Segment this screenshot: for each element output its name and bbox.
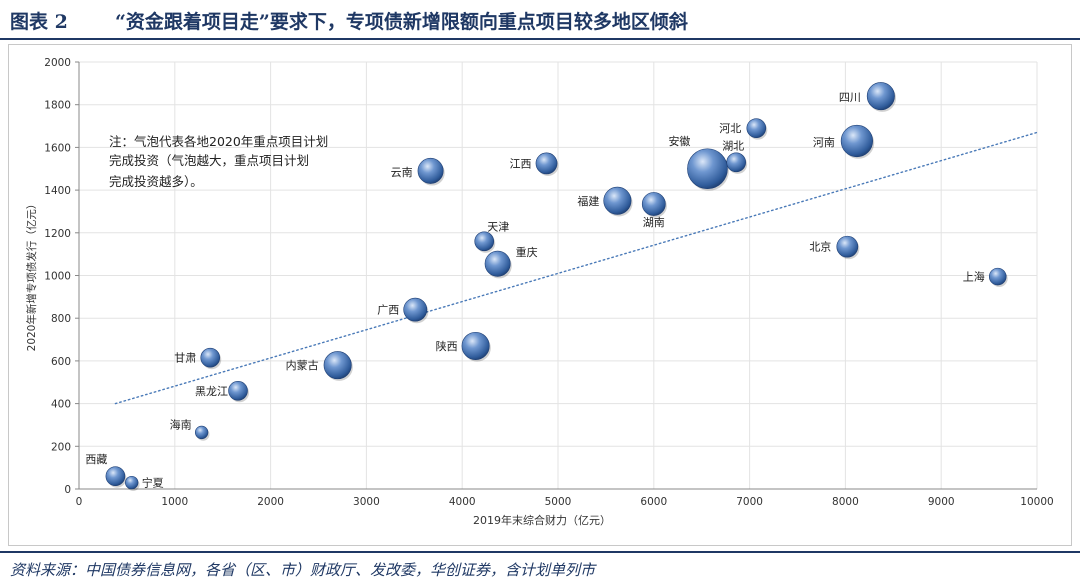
point-label: 重庆 [516,245,538,259]
x-tick-label: 8000 [832,496,859,508]
x-tick-label: 10000 [1020,496,1053,508]
figure-label: 图表 2 [10,11,68,33]
point-label: 四川 [839,91,861,104]
source-bar: 资料来源：中国债券信息网，各省（区、市）财政厅、发改委，华创证券，含计划单列市 [0,551,1080,586]
figure-title: “资金跟着项目走”要求下，专项债新增限额向重点项目较多地区倾斜 [115,11,688,33]
bubble-point [417,157,444,184]
point-label: 北京 [809,240,831,254]
bubble-point [403,297,428,322]
point-label: 黑龙江 [195,385,228,398]
bubble-point [105,466,126,486]
point-label: 云南 [391,166,413,179]
note-line-3: 完成投资越多）。 [109,174,203,189]
x-tick-label: 3000 [353,496,380,508]
x-axis-label: 2019年末综合财力（亿元） [473,513,611,527]
source-text: 资料来源：中国债券信息网，各省（区、市）财政厅、发改委，华创证券，含计划单列市 [10,561,596,579]
bubble-point [726,152,746,173]
y-axis-label: 2020年新增专项债发行（亿元） [25,199,38,352]
bubble-point [484,250,511,277]
bubble-point [194,425,209,440]
grid-layer [79,61,1038,489]
bubble-point [840,124,873,158]
point-label: 上海 [963,270,985,284]
y-tick-label: 1000 [44,271,71,283]
x-tick-label: 5000 [545,496,572,508]
point-label: 河北 [719,122,741,135]
point-label: 海南 [170,417,192,431]
bubble-point [200,347,221,368]
bubble-point [228,380,248,401]
axis-layer: 0 1000 2000 3000 4000 5000 6000 7000 8000 9000 100… [44,57,1053,508]
x-tick-label: 6000 [640,496,667,508]
bubble-layer [105,82,1008,491]
note-layer: 注：气泡代表各地2020年重点项目计划 完成投资（气泡越大，重点项目计划 完成投… [109,134,328,189]
point-label: 湖南 [643,216,665,229]
y-tick-label: 600 [51,356,71,368]
note-line-1: 注：气泡代表各地2020年重点项目计划 [109,134,328,149]
trendline-layer [114,131,1038,405]
point-label: 福建 [577,194,599,208]
point-label: 甘肃 [174,352,196,365]
point-label: 安徽 [668,134,690,148]
x-tick-label: 0 [76,496,83,508]
point-label: 天津 [487,220,509,233]
x-tick-label: 2000 [257,496,284,508]
bubble-point [125,475,139,490]
point-label: 广西 [377,304,399,317]
bubble-point [988,267,1007,286]
bubble-point [323,351,352,380]
bubble-chart: 0 1000 2000 3000 4000 5000 6000 7000 8000 9000 100… [25,57,1054,527]
bubble-point [687,148,728,190]
y-tick-label: 800 [51,313,71,325]
figure-title-bar: 图表 2 “资金跟着项目走”要求下，专项债新增限额向重点项目较多地区倾斜 [0,0,1080,40]
y-tick-label: 400 [51,399,71,411]
point-label: 内蒙古 [286,358,319,372]
bubble-point [836,235,859,258]
x-tick-label: 9000 [928,496,955,508]
note-line-2: 完成投资（气泡越大，重点项目计划 [109,153,309,168]
point-label: 陕西 [436,339,458,353]
y-tick-label: 1400 [44,185,71,197]
point-label: 河南 [813,136,835,149]
y-tick-label: 2000 [44,57,71,69]
chart-frame: 0 1000 2000 3000 4000 5000 6000 7000 8000 9000 100… [8,44,1072,546]
point-label: 湖北 [722,139,744,152]
point-label: 西藏 [85,453,107,466]
point-label: 宁夏 [142,476,164,490]
x-tick-label: 4000 [449,496,476,508]
bubble-point [535,152,558,175]
x-tick-label: 7000 [736,496,763,508]
bubble-point [641,192,666,216]
y-tick-label: 200 [51,441,71,453]
bubble-point [746,118,767,138]
bubble-point [866,82,895,111]
bubble-point [474,231,495,252]
y-tick-label: 0 [64,484,71,496]
point-label: 江西 [510,157,532,170]
bubble-point [603,186,632,215]
bubble-point [461,331,490,360]
trendline [114,131,1038,405]
y-tick-label: 1600 [44,142,71,154]
y-tick-label: 1800 [44,100,71,112]
y-tick-label: 1200 [44,228,71,240]
x-tick-label: 1000 [161,496,188,508]
